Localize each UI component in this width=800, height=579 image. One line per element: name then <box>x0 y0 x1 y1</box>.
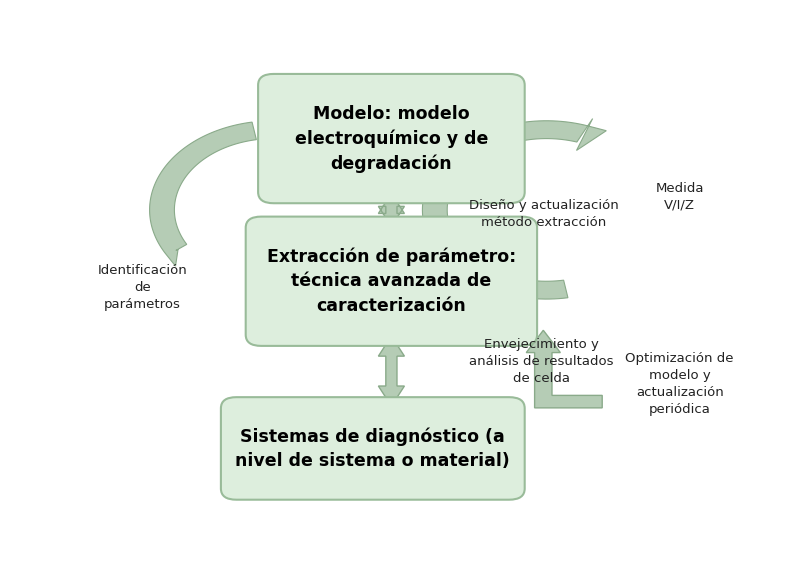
Text: Identificación
de
parámetros: Identificación de parámetros <box>98 265 187 312</box>
Text: Medida
V/I/Z: Medida V/I/Z <box>655 182 704 211</box>
Text: Sistemas de diagnóstico (a
nivel de sistema o material): Sistemas de diagnóstico (a nivel de sist… <box>235 427 510 470</box>
FancyBboxPatch shape <box>221 397 525 500</box>
Text: Diseño y actualización
método extracción: Diseño y actualización método extracción <box>469 199 618 229</box>
FancyBboxPatch shape <box>246 217 537 346</box>
Polygon shape <box>150 122 256 266</box>
FancyBboxPatch shape <box>258 74 525 203</box>
Polygon shape <box>422 119 606 299</box>
Text: Extracción de parámetro:
técnica avanzada de
caracterización: Extracción de parámetro: técnica avanzad… <box>266 248 516 315</box>
Text: Modelo: modelo
electroquímico y de
degradación: Modelo: modelo electroquímico y de degra… <box>294 105 488 173</box>
Polygon shape <box>378 336 405 406</box>
Text: Envejecimiento y
análisis de resultados
de celda: Envejecimiento y análisis de resultados … <box>469 338 614 385</box>
Text: Optimización de
modelo y
actualización
periódica: Optimización de modelo y actualización p… <box>626 352 734 416</box>
Polygon shape <box>526 330 602 408</box>
Polygon shape <box>378 193 405 226</box>
